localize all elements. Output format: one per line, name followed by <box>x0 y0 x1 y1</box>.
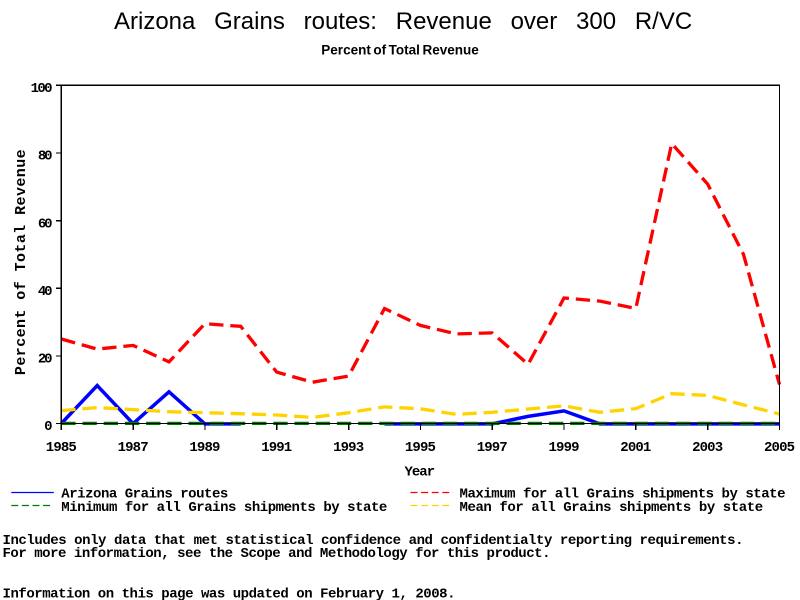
svg-text:1991: 1991 <box>261 440 292 456</box>
svg-text:0: 0 <box>44 419 52 435</box>
svg-text:For more information, see the: For more information, see the Scope and … <box>3 546 551 562</box>
svg-text:Mean for all Grains shipments: Mean for all Grains shipments by state <box>460 500 764 516</box>
svg-text:1999: 1999 <box>549 440 580 456</box>
svg-text:Percent of Total Revenue: Percent of Total Revenue <box>13 149 30 375</box>
svg-text:2001: 2001 <box>620 440 651 456</box>
svg-text:2003: 2003 <box>692 440 723 456</box>
svg-text:40: 40 <box>38 284 53 300</box>
svg-text:Arizona Grains routes: Revenue: Arizona Grains routes: Revenue over 300 … <box>114 8 692 35</box>
svg-text:20: 20 <box>38 352 53 368</box>
svg-text:1993: 1993 <box>333 440 364 456</box>
svg-text:1995: 1995 <box>405 440 436 456</box>
svg-text:Arizona Grains routes: Arizona Grains routes <box>61 487 228 503</box>
svg-text:80: 80 <box>38 149 53 165</box>
svg-text:Percent of Total Revenue: Percent of Total Revenue <box>321 42 479 57</box>
svg-text:Information on this page was u: Information on this page was updated on … <box>3 587 456 600</box>
svg-text:1985: 1985 <box>46 440 77 456</box>
svg-text:Minimum for all Grains shipmen: Minimum for all Grains shipments by stat… <box>61 500 387 516</box>
svg-text:1989: 1989 <box>189 440 220 456</box>
svg-text:60: 60 <box>38 216 53 232</box>
svg-text:Year: Year <box>405 465 436 481</box>
svg-text:1997: 1997 <box>477 440 508 456</box>
svg-text:2005: 2005 <box>764 440 795 456</box>
svg-text:Includes only data that met st: Includes only data that met statistical … <box>3 533 744 549</box>
svg-text:1987: 1987 <box>118 440 149 456</box>
svg-text:100: 100 <box>31 81 53 97</box>
svg-text:Maximum for all Grains shipmen: Maximum for all Grains shipments by stat… <box>460 487 786 503</box>
